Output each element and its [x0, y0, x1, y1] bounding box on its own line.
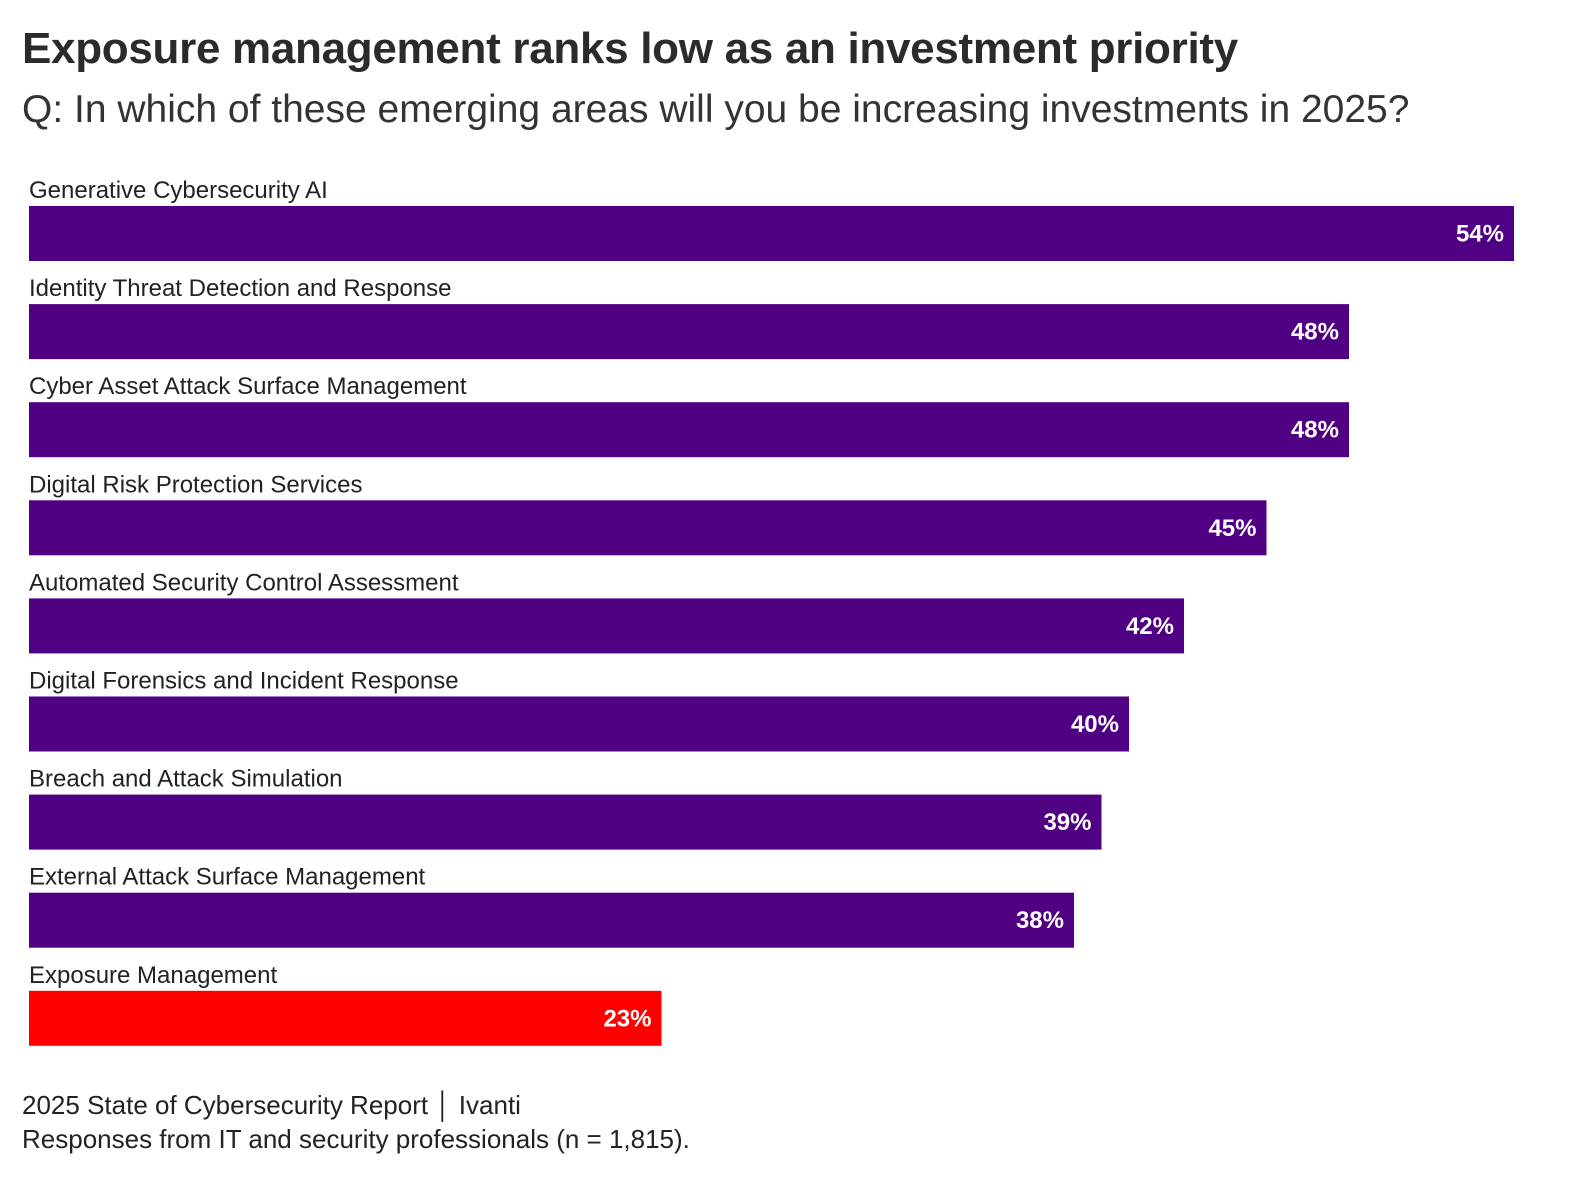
bar-digital-risk-protection-services	[29, 500, 1267, 556]
value-label-automated-security-control-assessment: 42%	[1126, 613, 1174, 640]
value-label-digital-forensics-and-incident-response: 40%	[1071, 711, 1119, 738]
footer-note: Responses from IT and security professio…	[22, 1124, 690, 1154]
bar-digital-forensics-and-incident-response	[29, 696, 1129, 752]
value-label-external-attack-surface-management: 38%	[1016, 907, 1064, 934]
value-label-breach-and-attack-simulation: 39%	[1043, 809, 1091, 836]
category-label-digital-forensics-and-incident-response: Digital Forensics and Incident Response	[29, 668, 459, 695]
value-label-generative-cybersecurity-ai: 54%	[1456, 221, 1504, 248]
chart-title: Exposure management ranks low as an inve…	[22, 24, 1238, 73]
value-label-digital-risk-protection-services: 45%	[1208, 515, 1256, 542]
bar-generative-cybersecurity-ai	[29, 206, 1514, 261]
category-label-breach-and-attack-simulation: Breach and Attack Simulation	[29, 766, 343, 793]
category-label-automated-security-control-assessment: Automated Security Control Assessment	[29, 569, 459, 596]
category-label-cyber-asset-attack-surface-management: Cyber Asset Attack Surface Management	[29, 373, 467, 400]
value-label-cyber-asset-attack-surface-management: 48%	[1291, 417, 1339, 444]
footer-source: 2025 State of Cybersecurity Report │ Iva…	[22, 1090, 521, 1120]
category-label-identity-threat-detection-and-response: Identity Threat Detection and Response	[29, 275, 451, 302]
bar-exposure-management	[29, 990, 662, 1046]
value-label-exposure-management: 23%	[603, 1005, 651, 1032]
value-label-identity-threat-detection-and-response: 48%	[1291, 319, 1339, 346]
bar-automated-security-control-assessment	[29, 598, 1184, 654]
bar-external-attack-surface-management	[29, 892, 1074, 948]
category-label-external-attack-surface-management: External Attack Surface Management	[29, 864, 426, 891]
category-label-generative-cybersecurity-ai: Generative Cybersecurity AI	[29, 177, 328, 204]
bar-identity-threat-detection-and-response	[29, 304, 1349, 360]
category-label-exposure-management: Exposure Management	[29, 962, 277, 989]
bar-cyber-asset-attack-surface-management	[29, 402, 1349, 458]
bar-chart: Generative Cybersecurity AI 54% Identity T…	[29, 177, 1514, 1046]
category-label-digital-risk-protection-services: Digital Risk Protection Services	[29, 471, 362, 498]
bar-breach-and-attack-simulation	[29, 794, 1102, 850]
chart-subtitle: Q: In which of these emerging areas will…	[22, 88, 1410, 131]
